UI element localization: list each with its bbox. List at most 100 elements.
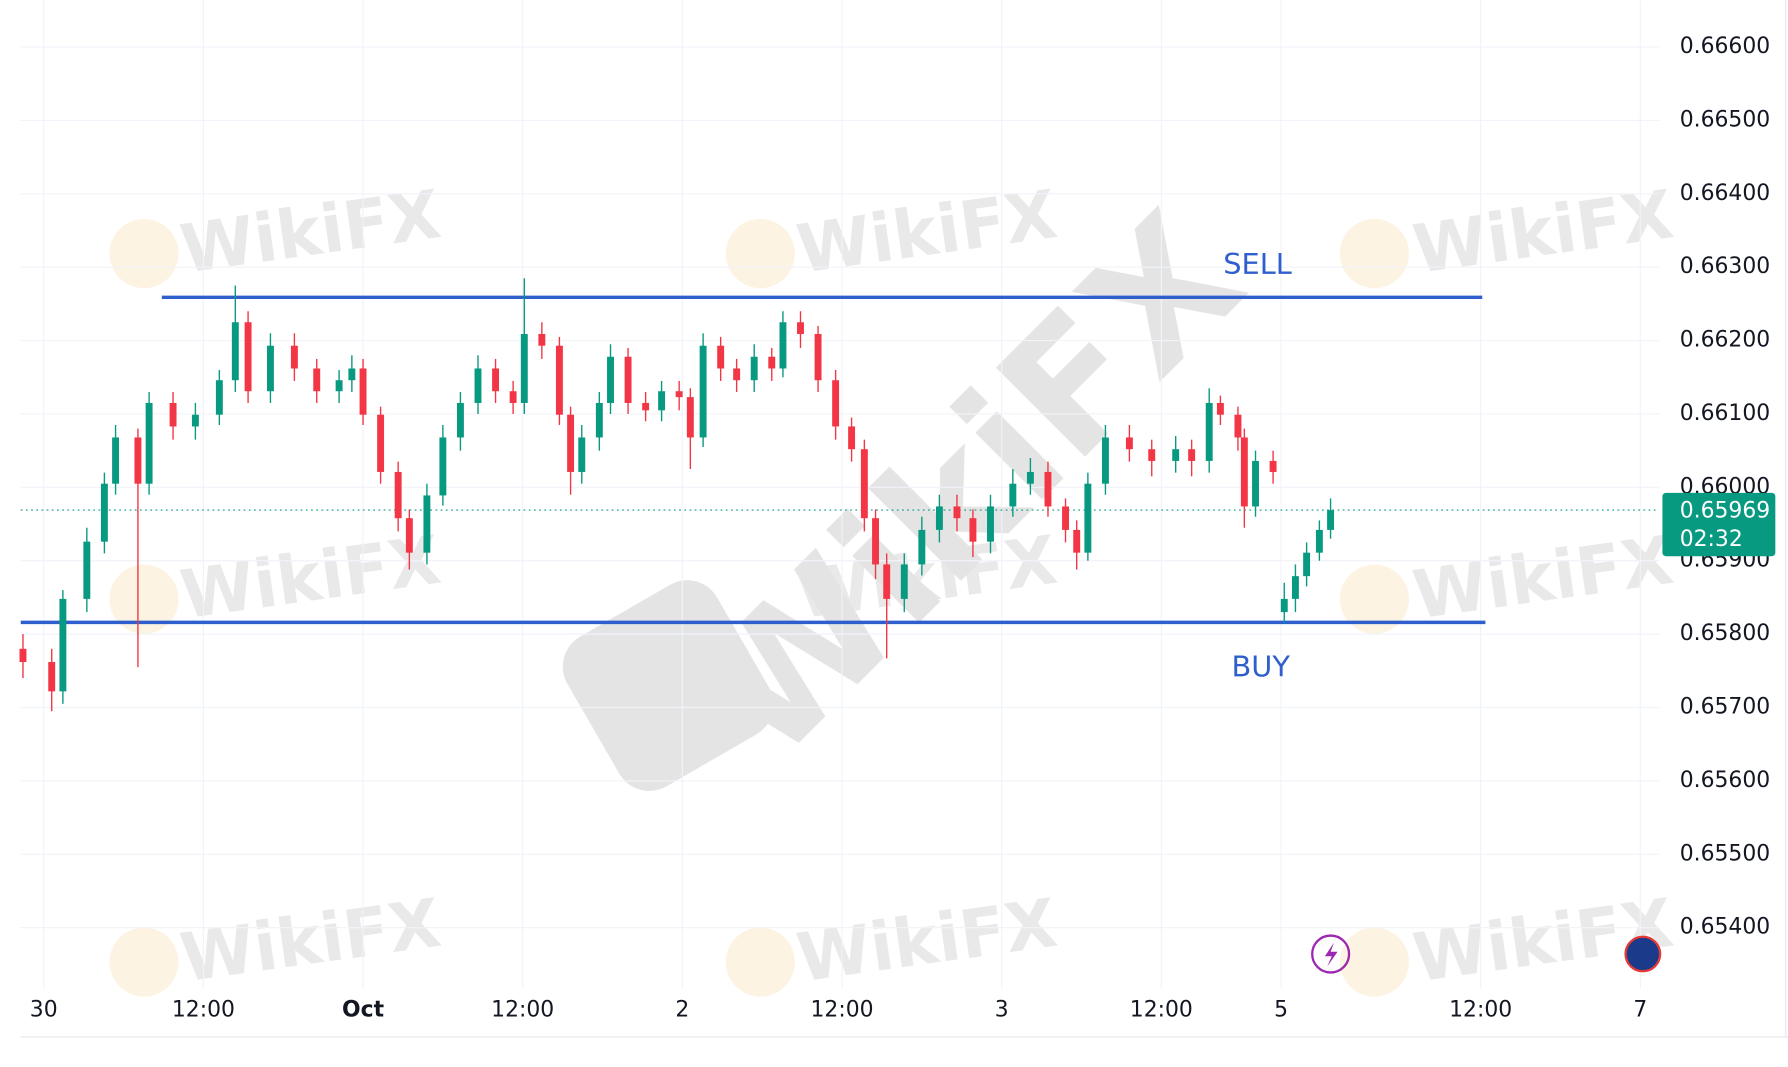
y-tick-label: 0.66300 bbox=[1680, 254, 1770, 279]
candle-body bbox=[555, 345, 563, 415]
y-tick-label: 0.66400 bbox=[1680, 181, 1770, 206]
price-tag-value: 0.65969 bbox=[1680, 498, 1770, 523]
candle-body bbox=[439, 437, 447, 496]
x-tick-label: 30 bbox=[30, 997, 58, 1022]
watermark-logo bbox=[109, 564, 179, 634]
candle-body bbox=[1073, 529, 1081, 553]
watermark-big-logo bbox=[562, 580, 774, 791]
candle-body bbox=[675, 391, 683, 398]
flag-icon[interactable] bbox=[1624, 935, 1662, 973]
candle-body bbox=[359, 368, 367, 415]
candle-body bbox=[169, 402, 177, 427]
candle-body bbox=[953, 506, 961, 519]
watermark-logo bbox=[725, 927, 795, 997]
watermark-logo bbox=[109, 927, 179, 997]
candle-body bbox=[733, 368, 741, 381]
candle-body bbox=[717, 345, 725, 369]
candle-body bbox=[290, 345, 298, 369]
candle-body bbox=[244, 322, 252, 392]
candle-body bbox=[19, 648, 27, 663]
candle-body bbox=[405, 518, 413, 553]
candle-body bbox=[848, 426, 856, 450]
candle-body bbox=[832, 380, 840, 427]
candle-body bbox=[313, 368, 321, 392]
candle-body bbox=[595, 402, 603, 438]
candle-body bbox=[1303, 552, 1311, 577]
x-tick-label: 12:00 bbox=[1449, 997, 1512, 1022]
level-label: SELL bbox=[1223, 247, 1292, 281]
candle-body bbox=[918, 529, 926, 565]
plot: 0.65400 0.65500 0.65600 0.65700 0.65800 0.659… bbox=[19, 0, 1770, 1022]
candle-body bbox=[83, 541, 91, 599]
candle-body bbox=[935, 506, 943, 530]
y-tick-label: 0.65400 bbox=[1680, 915, 1770, 940]
level-label: BUY bbox=[1232, 649, 1291, 683]
watermark-logo bbox=[725, 218, 795, 289]
chart-icons bbox=[1311, 934, 1662, 974]
candle-body bbox=[1101, 437, 1109, 484]
x-tick-label: 3 bbox=[995, 997, 1009, 1022]
candle-body bbox=[699, 345, 707, 438]
watermark-logo bbox=[109, 218, 179, 289]
candle-body bbox=[1216, 402, 1224, 415]
candle-body bbox=[1252, 460, 1259, 507]
candle-body bbox=[520, 333, 528, 403]
candle-body bbox=[1188, 449, 1196, 461]
candle-body bbox=[1280, 598, 1288, 613]
candle-body bbox=[1009, 483, 1017, 507]
candle-body bbox=[1062, 506, 1069, 530]
candle-body bbox=[134, 437, 142, 484]
candle-body bbox=[266, 345, 274, 392]
candle-body bbox=[567, 414, 575, 472]
candle-body bbox=[900, 564, 908, 599]
candle-body bbox=[1269, 460, 1277, 472]
candle-body bbox=[1172, 449, 1180, 461]
candle-body bbox=[883, 564, 891, 599]
candle-body bbox=[456, 402, 464, 438]
candle-body bbox=[642, 402, 650, 411]
watermark-logo bbox=[1339, 564, 1409, 634]
candle-body bbox=[1327, 510, 1335, 530]
candle-body bbox=[474, 368, 482, 403]
candle-body bbox=[686, 397, 694, 438]
price-tag-countdown: 02:32 bbox=[1680, 527, 1743, 552]
candle-body bbox=[377, 414, 385, 472]
lightning-glyph bbox=[1324, 942, 1338, 967]
candle-body bbox=[872, 518, 879, 565]
candle-body bbox=[1148, 449, 1156, 461]
candle-body bbox=[987, 506, 994, 542]
candle-body bbox=[1234, 414, 1242, 438]
x-tick-label: 12:00 bbox=[810, 997, 873, 1022]
lightning-icon[interactable] bbox=[1311, 934, 1351, 974]
x-tick-label: 2 bbox=[675, 997, 689, 1022]
y-tick-label: 0.66600 bbox=[1680, 34, 1770, 59]
candle-body bbox=[797, 322, 804, 334]
y-tick-label: 0.65600 bbox=[1680, 768, 1770, 793]
candle-body bbox=[1044, 471, 1052, 507]
y-tick-label: 0.66500 bbox=[1680, 107, 1770, 132]
x-tick-label: 12:00 bbox=[491, 997, 554, 1022]
y-tick-label: 0.65500 bbox=[1680, 841, 1770, 866]
x-tick-label: 12:00 bbox=[1130, 997, 1193, 1022]
candle-body bbox=[969, 518, 977, 542]
candle-body bbox=[145, 402, 153, 484]
y-tick-label: 0.66200 bbox=[1680, 328, 1770, 353]
candle-body bbox=[607, 356, 614, 403]
candle-body bbox=[231, 322, 239, 381]
candle-body bbox=[538, 333, 546, 346]
watermark-logo bbox=[1339, 927, 1409, 997]
price-tag bbox=[1662, 492, 1776, 557]
candle-body bbox=[59, 598, 67, 692]
candle-body bbox=[48, 662, 56, 692]
candle-body bbox=[100, 483, 108, 542]
candle-body bbox=[1026, 471, 1034, 484]
candle-body bbox=[1084, 483, 1092, 553]
x-tick-label: Oct bbox=[342, 997, 384, 1022]
candle-body bbox=[624, 356, 632, 403]
candle-body bbox=[1125, 437, 1133, 450]
candle-body bbox=[1315, 529, 1323, 553]
candle-body bbox=[1240, 437, 1248, 507]
candle-body bbox=[394, 471, 402, 519]
candle-body bbox=[860, 449, 868, 519]
